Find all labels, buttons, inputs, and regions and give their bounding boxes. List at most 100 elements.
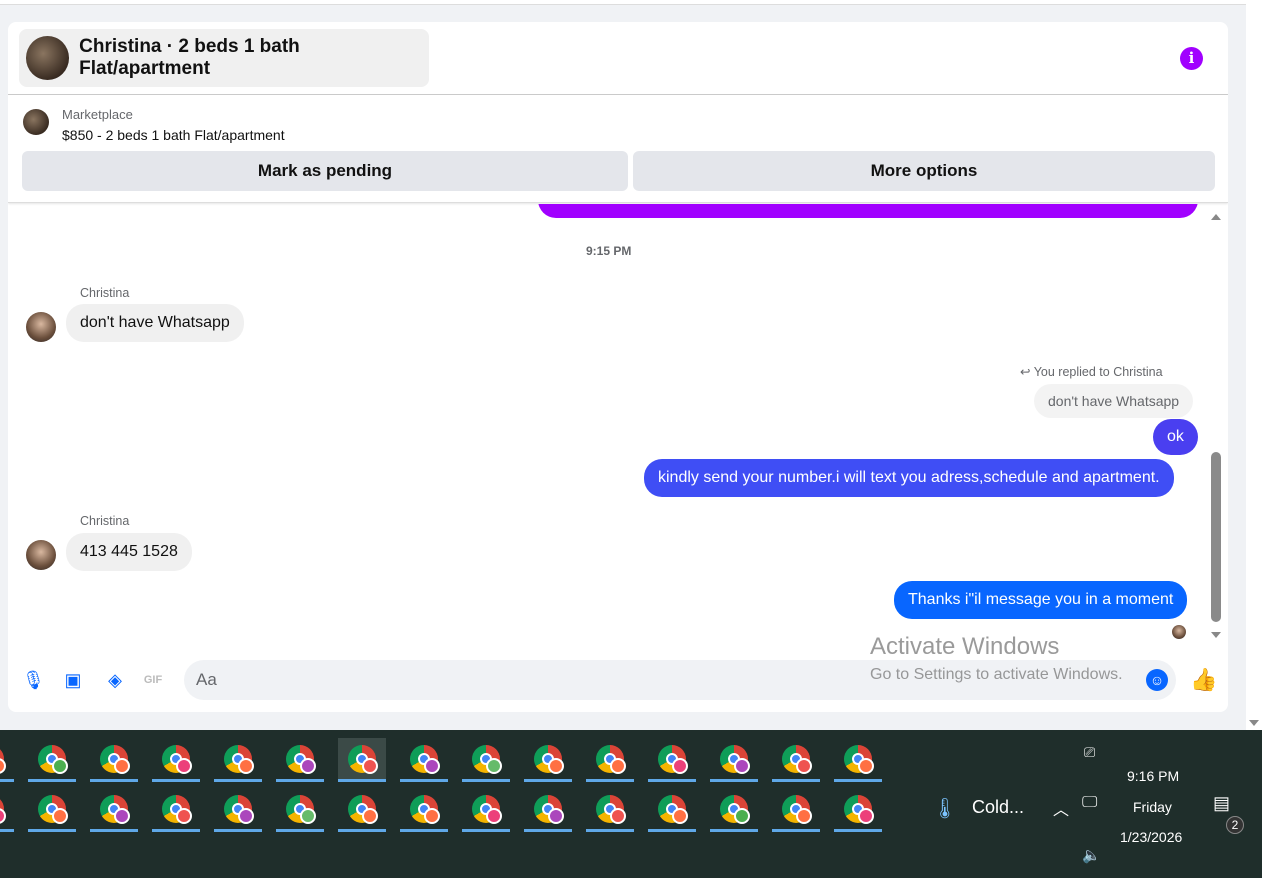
- incoming-message[interactable]: don't have Whatsapp: [66, 304, 244, 342]
- profile-badge-icon: [548, 758, 564, 774]
- scroll-down-arrow[interactable]: [1211, 632, 1221, 638]
- chat-header: Christina · 2 beds 1 bath Flat/apartment…: [8, 22, 1228, 95]
- conversation-title: Christina · 2 beds 1 bath Flat/apartment: [79, 36, 300, 79]
- clock-day[interactable]: Friday: [1133, 799, 1172, 815]
- profile-badge-icon: [362, 808, 378, 824]
- sticker-icon[interactable]: ◈: [108, 670, 122, 690]
- emoji-icon[interactable]: ☺: [1146, 669, 1168, 691]
- taskbar-chrome-button[interactable]: [0, 788, 14, 832]
- message-bubble-clipped: [538, 204, 1198, 218]
- microphone-icon[interactable]: 🎙: [22, 670, 45, 690]
- chevron-up-icon[interactable]: ︿: [1053, 802, 1070, 819]
- profile-badge-icon: [176, 758, 192, 774]
- marketplace-listing-panel: Marketplace $850 - 2 beds 1 bath Flat/ap…: [8, 95, 1228, 203]
- camera-icon[interactable]: ⎚: [1084, 744, 1096, 760]
- profile-badge-icon: [796, 758, 812, 774]
- profile-badge-icon: [0, 808, 6, 824]
- listing-thumbnail[interactable]: [23, 109, 49, 135]
- mark-as-pending-button[interactable]: Mark as pending: [22, 151, 628, 191]
- taskbar-chrome-button[interactable]: [28, 738, 76, 782]
- taskbar-chrome-button[interactable]: [28, 788, 76, 832]
- weather-label[interactable]: Cold...: [972, 797, 1025, 817]
- scrollbar-thumb[interactable]: [1211, 452, 1221, 622]
- taskbar-chrome-button[interactable]: [152, 788, 200, 832]
- clock-date[interactable]: 1/23/2026: [1120, 829, 1183, 845]
- reply-label: You replied to Christina: [1033, 365, 1163, 379]
- taskbar-chrome-button[interactable]: [648, 738, 696, 782]
- thermometer-icon[interactable]: 🌡: [932, 798, 958, 820]
- taskbar-chrome-button[interactable]: [276, 788, 324, 832]
- composer: 🎙 ▣ ◈ GIF Aa ☺ 👍: [8, 659, 1228, 712]
- scroll-down-arrow[interactable]: [1249, 720, 1259, 726]
- profile-badge-icon: [858, 758, 874, 774]
- more-options-button[interactable]: More options: [633, 151, 1215, 191]
- taskbar-chrome-button[interactable]: [152, 738, 200, 782]
- network-icon[interactable]: 🖵: [1082, 794, 1098, 811]
- quoted-message[interactable]: don't have Whatsapp: [1034, 384, 1194, 418]
- taskbar-chrome-button[interactable]: [586, 788, 634, 832]
- taskbar-chrome-button[interactable]: [710, 788, 758, 832]
- taskbar-chrome-button[interactable]: [338, 738, 386, 782]
- clock-time[interactable]: 9:16 PM: [1127, 768, 1180, 784]
- taskbar-chrome-button[interactable]: [524, 788, 572, 832]
- notifications-icon[interactable]: ▤: [1213, 793, 1231, 813]
- taskbar-chrome-button[interactable]: [648, 788, 696, 832]
- taskbar-chrome-button[interactable]: [90, 738, 138, 782]
- sender-name: Christina: [80, 286, 130, 300]
- profile-badge-icon: [114, 808, 130, 824]
- profile-badge-icon: [300, 758, 316, 774]
- conversation-title-button[interactable]: Christina · 2 beds 1 bath Flat/apartment: [19, 29, 429, 87]
- listing-photo: [26, 36, 70, 80]
- profile-badge-icon: [486, 758, 502, 774]
- taskbar-chrome-button[interactable]: [772, 738, 820, 782]
- listing-summary[interactable]: $850 - 2 beds 1 bath Flat/apartment: [62, 127, 285, 143]
- taskbar-chrome-button[interactable]: [400, 788, 448, 832]
- reply-indicator: ↩ You replied to Christina: [1020, 364, 1163, 379]
- taskbar-chrome-button[interactable]: [462, 788, 510, 832]
- chat-window: Christina · 2 beds 1 bath Flat/apartment…: [8, 22, 1228, 712]
- listing-source: Marketplace: [62, 107, 133, 122]
- profile-badge-icon: [52, 808, 68, 824]
- taskbar-chrome-button[interactable]: [400, 738, 448, 782]
- scroll-up-arrow[interactable]: [1211, 214, 1221, 220]
- outgoing-message[interactable]: Thanks i"il message you in a moment: [894, 581, 1188, 619]
- message-input-placeholder: Aa: [196, 670, 217, 689]
- profile-badge-icon: [672, 808, 688, 824]
- seen-avatar: [1172, 625, 1186, 639]
- outgoing-message[interactable]: ok: [1153, 419, 1198, 455]
- profile-badge-icon: [486, 808, 502, 824]
- incoming-message[interactable]: 413 445 1528: [66, 533, 192, 571]
- outgoing-message[interactable]: kindly send your number.i will text you …: [644, 459, 1174, 497]
- profile-badge-icon: [672, 758, 688, 774]
- chat-scrollbar[interactable]: [1208, 212, 1224, 642]
- sender-name: Christina: [80, 514, 130, 528]
- page-scrollbar[interactable]: [1246, 0, 1262, 730]
- avatar[interactable]: [26, 312, 56, 342]
- taskbar-chrome-button[interactable]: [338, 788, 386, 832]
- taskbar-chrome-button[interactable]: [772, 788, 820, 832]
- profile-badge-icon: [734, 808, 750, 824]
- gif-icon[interactable]: GIF: [143, 674, 163, 686]
- message-input[interactable]: Aa: [184, 660, 1176, 700]
- volume-icon[interactable]: 🔈: [1082, 847, 1101, 864]
- taskbar-chrome-button[interactable]: [834, 788, 882, 832]
- like-icon[interactable]: 👍: [1190, 667, 1218, 692]
- taskbar-chrome-button[interactable]: [276, 738, 324, 782]
- photo-icon[interactable]: ▣: [64, 670, 82, 690]
- taskbar-chrome-button[interactable]: [462, 738, 510, 782]
- taskbar-chrome-button[interactable]: [214, 788, 262, 832]
- taskbar-chrome-button[interactable]: [214, 738, 262, 782]
- info-icon[interactable]: i: [1180, 47, 1203, 70]
- profile-badge-icon: [858, 808, 874, 824]
- profile-badge-icon: [610, 758, 626, 774]
- taskbar-chrome-button[interactable]: [710, 738, 758, 782]
- taskbar-chrome-button[interactable]: [586, 738, 634, 782]
- taskbar-chrome-button[interactable]: [524, 738, 572, 782]
- taskbar-chrome-button[interactable]: [834, 738, 882, 782]
- timestamp: 9:15 PM: [586, 244, 632, 258]
- profile-badge-icon: [114, 758, 130, 774]
- taskbar-chrome-button[interactable]: [90, 788, 138, 832]
- taskbar-chrome-button[interactable]: [0, 738, 14, 782]
- profile-badge-icon: [176, 808, 192, 824]
- avatar[interactable]: [26, 540, 56, 570]
